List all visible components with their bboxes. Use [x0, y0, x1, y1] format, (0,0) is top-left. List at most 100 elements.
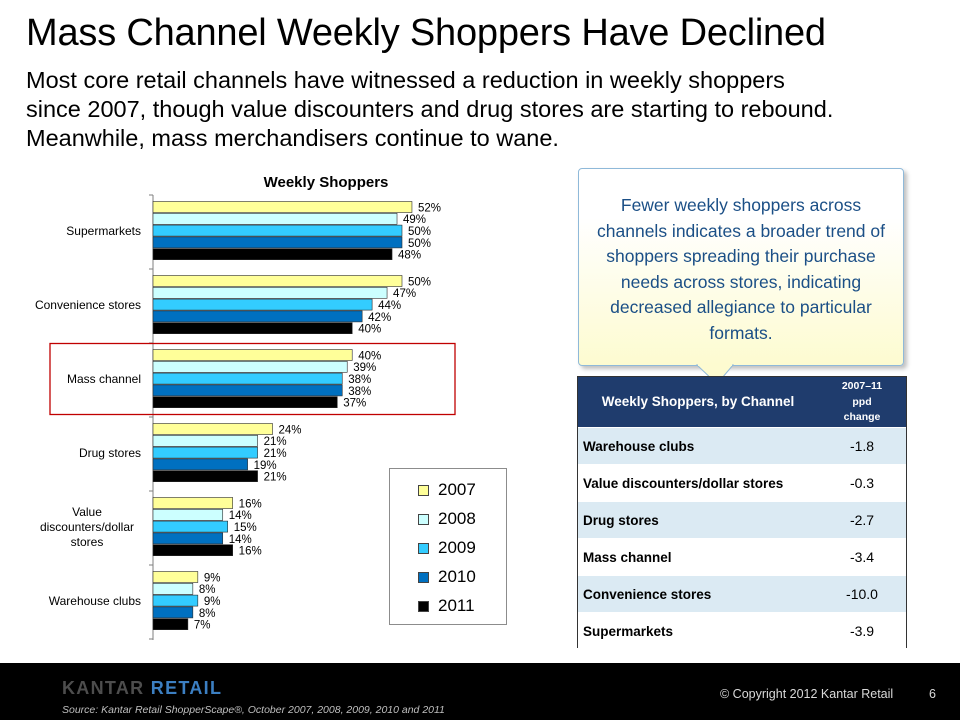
bar	[152, 520, 228, 533]
page-subtitle: Most core retail channels have witnessed…	[26, 66, 956, 153]
table-header: Weekly Shoppers, by Channel 2007–11 ppd …	[578, 377, 906, 427]
data-label: 48%	[398, 250, 421, 262]
bar	[152, 213, 398, 225]
chart-legend: 2007 2008 2009 2010 2011	[389, 468, 507, 625]
row-change: -3.9	[849, 623, 875, 639]
row-channel: Convenience stores	[583, 587, 712, 602]
row-change: -3.4	[849, 549, 875, 565]
highlight-box	[49, 342, 456, 416]
bar	[152, 360, 348, 373]
table-row: Drug stores -2.7	[578, 501, 906, 539]
table-header-change: 2007–11 ppd change	[818, 379, 906, 426]
row-channel: Value discounters/dollar stores	[583, 476, 784, 491]
bar	[152, 384, 343, 397]
data-label: 9%	[204, 572, 221, 584]
page-number: 6	[929, 687, 936, 701]
category-label: stores	[71, 535, 104, 549]
row-channel: Supermarkets	[583, 624, 674, 639]
data-label: 42%	[368, 312, 391, 324]
row-change: -2.7	[849, 512, 875, 528]
insight-callout: Fewer weekly shoppers across channels in…	[578, 168, 904, 366]
table-row: Mass channel -3.4	[578, 538, 906, 576]
row-channel: Warehouse clubs	[583, 439, 695, 454]
bar	[152, 275, 403, 287]
row-channel: Drug stores	[583, 513, 659, 528]
category-label: Drug stores	[79, 446, 141, 460]
callout-pointer	[695, 364, 735, 385]
category-label: Value	[72, 505, 102, 519]
table-header-change-line: 2007–11	[841, 380, 883, 392]
logo-word: KANTAR	[62, 678, 145, 698]
table-row: Warehouse clubs -1.8	[578, 427, 906, 465]
bar	[152, 497, 233, 509]
legend-label: 2007	[438, 480, 476, 499]
category-label: Mass channel	[67, 372, 141, 386]
bar	[152, 618, 189, 631]
bar	[152, 224, 403, 237]
bar	[152, 349, 353, 361]
bar	[152, 508, 224, 521]
legend-swatch	[418, 484, 429, 496]
legend-swatch	[418, 600, 429, 612]
row-change: -10.0	[846, 586, 878, 602]
data-label: 38%	[348, 374, 371, 386]
data-label: 21%	[264, 472, 287, 484]
data-label: 21%	[264, 436, 287, 448]
legend-swatch	[418, 571, 429, 583]
legend-item-2009: 2009	[418, 537, 476, 559]
data-label: 52%	[418, 202, 441, 214]
table-row: Convenience stores -10.0	[578, 575, 906, 613]
data-label: 47%	[393, 288, 416, 300]
copyright: © Copyright 2012 Kantar Retail	[720, 687, 894, 701]
data-label: 21%	[264, 448, 287, 460]
legend-item-2008: 2008	[418, 508, 476, 530]
bar	[152, 544, 233, 557]
subtitle-line: since 2007, though value discounters and…	[26, 96, 834, 122]
legend-label: 2011	[438, 596, 475, 615]
data-label: 50%	[408, 238, 431, 250]
bar	[152, 423, 273, 435]
bar	[152, 248, 393, 260]
table-row: Supermarkets -3.9	[578, 612, 906, 650]
legend-item-2010: 2010	[418, 566, 476, 588]
callout-text: Fewer weekly shoppers across channels in…	[597, 195, 885, 343]
bar	[152, 606, 194, 619]
row-change: -0.3	[849, 475, 875, 491]
legend-swatch	[418, 513, 429, 525]
bar	[152, 310, 363, 323]
data-label: 50%	[408, 226, 431, 238]
legend-label: 2009	[438, 538, 476, 557]
data-label: 24%	[279, 424, 302, 436]
brand-logo: KANTAR RETAIL	[62, 678, 222, 699]
bar	[152, 434, 258, 447]
row-change: -1.8	[849, 438, 875, 454]
table-header-change-line: ppd	[852, 395, 872, 408]
bar	[152, 236, 403, 249]
bar	[152, 201, 413, 213]
weekly-shoppers-chart: Weekly ShoppersSupermarkets52%49%50%50%4…	[35, 174, 456, 640]
table-header-change-line: change	[843, 411, 881, 423]
data-label: 38%	[348, 386, 371, 398]
data-label: 39%	[353, 362, 376, 374]
bar	[152, 571, 199, 583]
data-label: 16%	[239, 498, 262, 510]
data-label: 40%	[358, 324, 381, 336]
data-label: 49%	[403, 214, 426, 226]
chart-title: Weekly Shoppers	[264, 174, 389, 191]
legend-item-2007: 2007	[418, 479, 476, 501]
data-label: 7%	[194, 620, 211, 632]
data-label: 8%	[199, 608, 216, 620]
bar	[152, 582, 194, 595]
bar	[152, 286, 388, 299]
bar	[152, 372, 343, 385]
data-label: 44%	[378, 300, 401, 312]
category-label: Supermarkets	[66, 224, 141, 238]
legend-swatch	[418, 542, 429, 554]
row-channel: Mass channel	[583, 550, 672, 565]
bar	[152, 322, 353, 335]
bar	[152, 298, 373, 311]
footer: KANTAR RETAIL Source: Kantar Retail Shop…	[0, 663, 960, 720]
bar	[152, 396, 338, 409]
bar	[152, 594, 199, 607]
page-title: Mass Channel Weekly Shoppers Have Declin…	[26, 12, 826, 54]
